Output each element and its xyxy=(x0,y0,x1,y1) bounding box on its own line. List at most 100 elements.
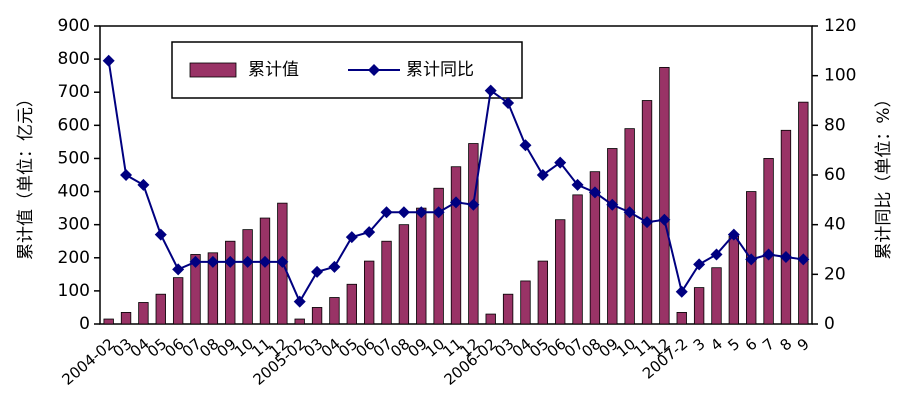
marker xyxy=(675,285,688,298)
x-tick-label: 5 xyxy=(724,335,743,355)
marker xyxy=(102,54,115,67)
bar xyxy=(572,194,583,325)
marker xyxy=(588,186,601,199)
marker xyxy=(484,84,497,97)
bar xyxy=(433,187,444,325)
y-tick-label: 0 xyxy=(79,314,90,334)
marker xyxy=(189,255,202,268)
y2-tick-label: 80 xyxy=(824,115,846,135)
marker xyxy=(311,265,324,278)
bar xyxy=(242,229,253,325)
y2-tick-label: 60 xyxy=(824,165,846,185)
marker xyxy=(450,196,462,209)
marker xyxy=(571,178,584,191)
bar xyxy=(311,307,323,325)
bar xyxy=(520,280,531,325)
marker xyxy=(554,156,567,169)
marker xyxy=(120,169,133,181)
marker xyxy=(536,169,549,181)
marker xyxy=(745,253,758,266)
y-tick-label: 800 xyxy=(58,49,90,69)
marker xyxy=(172,263,185,276)
marker xyxy=(623,206,636,219)
legend-label: 累计同比 xyxy=(406,60,474,80)
marker xyxy=(206,255,219,268)
y2-tick-label: 20 xyxy=(824,264,846,284)
marker xyxy=(779,250,792,263)
marker xyxy=(258,255,271,268)
bar xyxy=(190,254,201,325)
bar xyxy=(416,207,427,325)
bar xyxy=(120,312,132,325)
bar xyxy=(589,171,601,325)
marker xyxy=(380,206,393,219)
bar xyxy=(659,66,670,325)
marker xyxy=(762,248,775,261)
marker xyxy=(345,231,358,244)
x-tick-label: 6 xyxy=(742,335,761,355)
legend-label: 累计值 xyxy=(248,60,299,80)
bar xyxy=(798,101,809,325)
bar xyxy=(329,297,340,325)
y-tick-label: 200 xyxy=(58,248,90,268)
y2-tick-label: 0 xyxy=(824,314,835,334)
y-tick-label: 300 xyxy=(58,215,90,235)
bar xyxy=(138,302,149,325)
marker xyxy=(797,253,810,266)
marker xyxy=(606,198,619,211)
bar xyxy=(103,318,114,325)
marker xyxy=(432,206,445,219)
bar xyxy=(294,318,305,325)
x-tick-label: 8 xyxy=(777,335,796,355)
y-axis-label: 累计值（单位：亿元） xyxy=(16,90,36,260)
bar xyxy=(641,100,653,325)
y2-tick-label: 40 xyxy=(824,215,846,235)
marker xyxy=(241,255,254,268)
bar xyxy=(155,293,166,325)
y-tick-label: 400 xyxy=(58,182,90,202)
bar xyxy=(468,143,479,325)
bar xyxy=(398,224,410,325)
marker xyxy=(727,228,740,241)
marker xyxy=(415,206,428,219)
bar xyxy=(728,235,740,325)
marker xyxy=(658,213,671,226)
bar xyxy=(450,166,462,325)
bar xyxy=(763,158,774,325)
y-tick-label: 700 xyxy=(58,82,90,102)
bar xyxy=(207,252,219,325)
legend-swatch xyxy=(189,62,237,78)
marker xyxy=(224,255,237,268)
y2-tick-label: 120 xyxy=(824,16,856,36)
marker xyxy=(467,198,480,211)
bar xyxy=(225,240,236,325)
bar xyxy=(346,283,357,325)
marker xyxy=(137,178,150,191)
x-tick-label: 7 xyxy=(759,335,778,355)
x-tick-label: 4 xyxy=(707,335,726,355)
bar xyxy=(780,129,792,325)
legend-marker xyxy=(368,64,380,76)
bar xyxy=(363,260,375,325)
x-tick-label: 9 xyxy=(794,335,813,355)
y2-axis-label: 累计同比（单位：%） xyxy=(874,90,894,259)
marker xyxy=(276,255,289,268)
marker xyxy=(363,226,376,239)
marker xyxy=(328,260,341,273)
marker xyxy=(154,228,167,241)
x-tick-label: 3 xyxy=(690,335,709,355)
y-tick-label: 900 xyxy=(58,16,90,36)
bar xyxy=(485,313,496,325)
bar xyxy=(607,148,618,325)
y-tick-label: 500 xyxy=(58,148,90,168)
bar xyxy=(555,219,566,325)
marker xyxy=(293,295,306,308)
marker xyxy=(710,248,723,261)
y-tick-label: 600 xyxy=(58,115,90,135)
marker xyxy=(502,96,515,109)
bar xyxy=(537,260,549,325)
y2-tick-label: 100 xyxy=(824,66,856,86)
y-tick-label: 100 xyxy=(58,281,90,301)
bar xyxy=(172,277,184,325)
bar xyxy=(259,217,271,325)
